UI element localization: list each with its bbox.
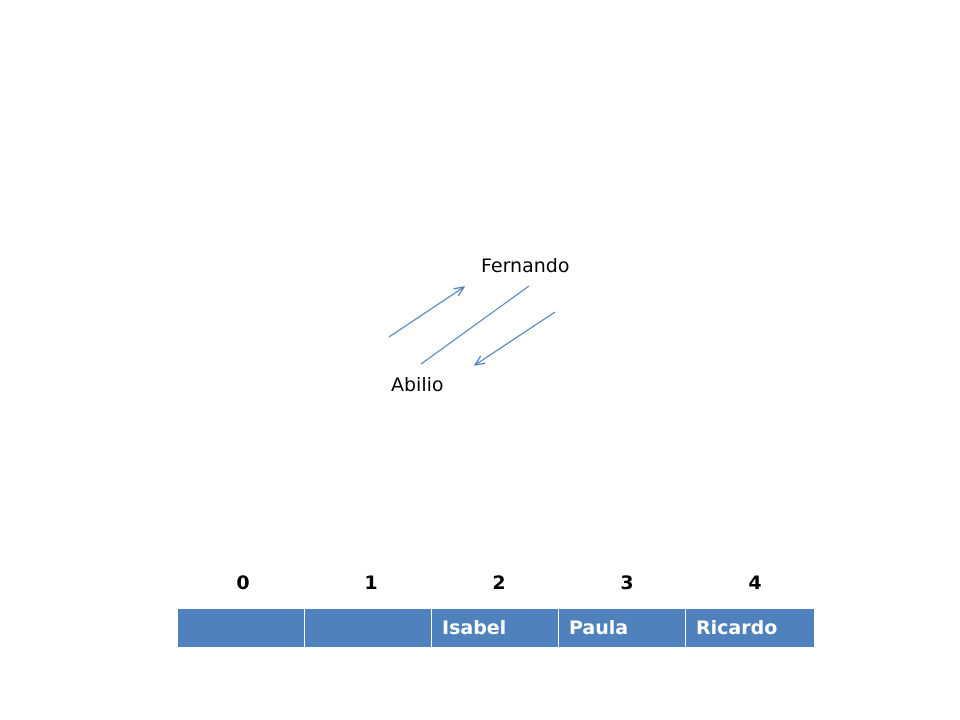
arrow-fernando-to-abilio <box>475 311 556 365</box>
array-index-row: 0 1 2 3 4 <box>179 572 819 598</box>
node-label-abilio: Abilio <box>391 374 444 396</box>
array-cells-row: Isabel Paula Ricardo <box>178 609 818 647</box>
array-cell: Isabel <box>432 609 559 647</box>
array-index: 0 <box>236 572 250 594</box>
array-index: 1 <box>364 572 378 594</box>
array-cell <box>305 609 432 647</box>
array-index: 2 <box>492 572 506 594</box>
array-cell <box>178 609 305 647</box>
node-label-fernando: Fernando <box>481 255 570 277</box>
array-cell: Ricardo <box>686 609 814 647</box>
link-line <box>420 285 530 365</box>
array-cell: Paula <box>559 609 686 647</box>
arrow-abilio-to-fernando <box>388 287 464 338</box>
array-index: 4 <box>748 572 762 594</box>
array-index: 3 <box>620 572 634 594</box>
